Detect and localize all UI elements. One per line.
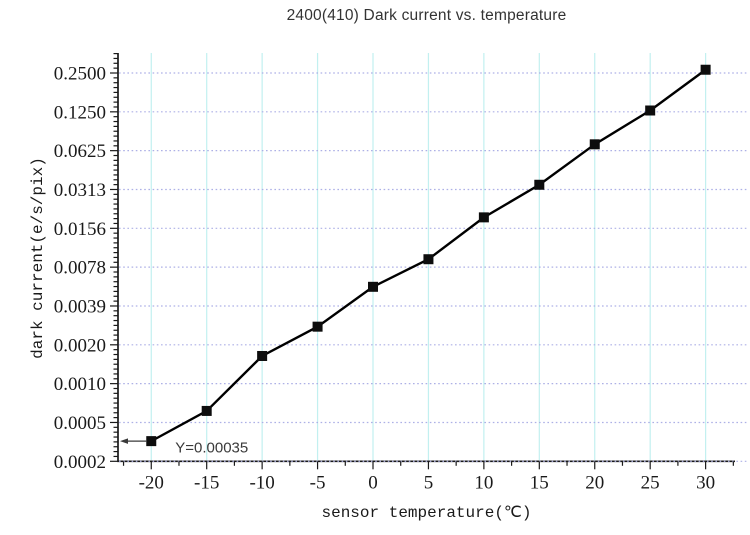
data-point-marker [478,212,489,223]
x-tick-label: 10 [474,472,493,493]
x-axis-title: sensor temperature(℃) [321,504,532,522]
data-point-marker [257,350,268,361]
data-point-marker [534,179,545,190]
y-tick-label: 0.0020 [54,335,106,356]
data-point-marker [589,139,600,150]
y-tick-label: 0.2500 [54,64,106,85]
annotation-arrowhead-icon [120,438,128,444]
y-tick-label: 0.1250 [54,102,106,123]
data-point-marker [146,436,157,447]
y-tick-label: 0.0313 [54,180,106,201]
x-tick-label: 25 [641,472,660,493]
data-point-marker [645,105,656,116]
data-point-marker [312,321,323,332]
data-point-marker [201,405,212,416]
y-axis-title: dark current(e/s/pix) [29,157,47,359]
x-tick-label: -10 [249,472,274,493]
y-tick-label: 0.0078 [54,258,106,279]
x-tick-label: 15 [530,472,549,493]
data-point-marker [700,64,711,75]
y-tick-label: 0.0625 [54,141,106,162]
data-point-marker [423,254,434,265]
x-tick-label: 30 [696,472,715,493]
x-tick-label: -20 [139,472,164,493]
y-tick-label: 0.0010 [54,374,106,395]
chart-title: 2400(410) Dark current vs. temperature [286,7,567,24]
y-tick-label: 0.0005 [54,413,106,434]
x-tick-label: -15 [194,472,219,493]
y-tick-label: 0.0002 [54,452,106,473]
x-tick-label: 5 [424,472,434,493]
annotation-label: Y=0.00035 [175,440,248,457]
x-tick-label: -5 [310,472,326,493]
y-tick-label: 0.0156 [54,219,106,240]
data-point-marker [368,281,379,292]
y-tick-label: 0.0039 [54,296,106,317]
x-tick-label: 20 [585,472,604,493]
x-tick-label: 0 [368,472,378,493]
